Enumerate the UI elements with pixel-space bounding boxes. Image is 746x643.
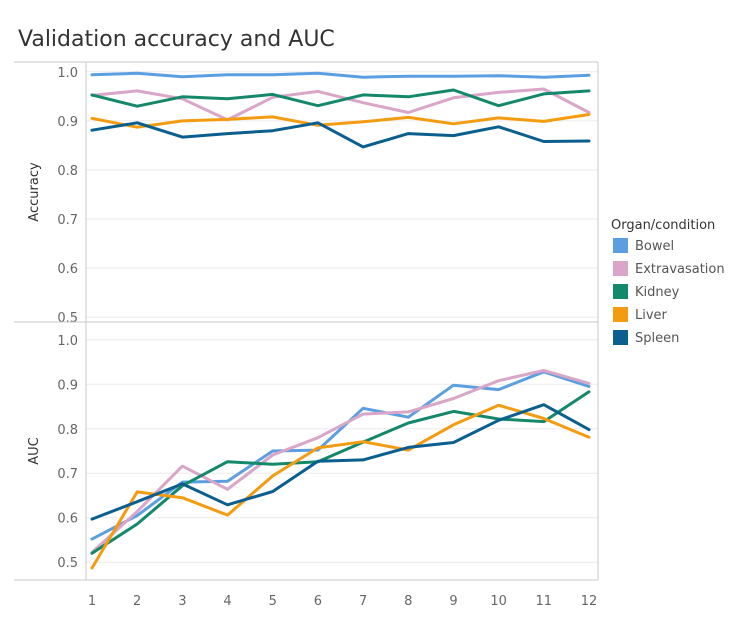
legend-label: Bowel bbox=[635, 239, 674, 254]
series-line-kidney bbox=[90, 390, 591, 555]
chart-title: Validation accuracy and AUC bbox=[18, 27, 335, 52]
y-tick-label: 0.8 bbox=[57, 164, 78, 179]
y-tick-label: 0.9 bbox=[57, 115, 78, 130]
legend-item-extravasation: Extravasation bbox=[613, 261, 725, 277]
x-tick-label: 6 bbox=[314, 594, 322, 609]
legend-swatch bbox=[613, 330, 628, 345]
accuracy-gridlines bbox=[86, 71, 598, 318]
auc-axis-title: AUC bbox=[27, 437, 42, 465]
y-tick-label: 1.0 bbox=[57, 66, 78, 81]
legend-swatch bbox=[613, 284, 628, 299]
legend-item-kidney: Kidney bbox=[613, 284, 680, 300]
legend-label: Liver bbox=[635, 308, 668, 323]
legend-item-liver: Liver bbox=[613, 307, 668, 323]
legend: Organ/condition Bowel Extravasation Kidney… bbox=[611, 218, 725, 346]
y-tick-label: 0.6 bbox=[57, 262, 78, 277]
y-tick-label: 0.9 bbox=[57, 378, 78, 393]
x-tick-label: 11 bbox=[536, 594, 553, 609]
legend-item-bowel: Bowel bbox=[613, 238, 674, 254]
legend-swatch bbox=[613, 307, 628, 322]
x-tick-label: 12 bbox=[581, 594, 598, 609]
accuracy-series bbox=[90, 71, 591, 149]
y-tick-label: 0.7 bbox=[57, 467, 78, 482]
x-tick-label: 1 bbox=[88, 594, 96, 609]
x-tick-label: 3 bbox=[178, 594, 186, 609]
series-line-bowel bbox=[90, 71, 591, 79]
y-tick-label: 0.7 bbox=[57, 213, 78, 228]
x-axis-ticks: 1 2 3 4 5 6 7 8 9 10 11 12 bbox=[88, 594, 597, 609]
auc-series bbox=[90, 369, 591, 570]
series-line-liver bbox=[90, 403, 591, 570]
legend-item-spleen: Spleen bbox=[613, 330, 679, 346]
series-line-extravasation bbox=[90, 87, 591, 122]
x-tick-label: 2 bbox=[133, 594, 141, 609]
x-tick-label: 10 bbox=[490, 594, 507, 609]
legend-label: Kidney bbox=[635, 285, 680, 300]
accuracy-y-ticks: 0.5 0.6 0.7 0.8 0.9 1.0 bbox=[57, 66, 78, 326]
panel-frames bbox=[14, 61, 599, 581]
series-line-spleen bbox=[90, 403, 591, 521]
legend-label: Extravasation bbox=[635, 262, 725, 277]
series-line-extravasation bbox=[90, 369, 591, 554]
accuracy-axis-title: Accuracy bbox=[27, 162, 42, 222]
x-tick-label: 7 bbox=[359, 594, 367, 609]
legend-label: Spleen bbox=[635, 331, 679, 346]
x-tick-label: 4 bbox=[223, 594, 231, 609]
series-line-spleen bbox=[90, 121, 591, 149]
series-line-bowel bbox=[90, 370, 591, 541]
series-line-liver bbox=[90, 113, 591, 129]
legend-entries: Bowel Extravasation Kidney Liver Spleen bbox=[613, 238, 725, 346]
y-tick-label: 1.0 bbox=[57, 334, 78, 349]
y-tick-label: 0.6 bbox=[57, 512, 78, 527]
auc-panel: 0.5 0.6 0.7 0.8 0.9 1.0 AUC bbox=[27, 334, 598, 571]
auc-y-ticks: 0.5 0.6 0.7 0.8 0.9 1.0 bbox=[57, 334, 78, 571]
series-line-kidney bbox=[90, 88, 591, 108]
legend-swatch bbox=[613, 238, 628, 253]
x-tick-label: 9 bbox=[449, 594, 457, 609]
y-tick-label: 0.5 bbox=[57, 311, 78, 326]
y-tick-label: 0.5 bbox=[57, 556, 78, 571]
accuracy-panel: 0.5 0.6 0.7 0.8 0.9 1.0 Accuracy bbox=[27, 66, 598, 326]
x-tick-label: 5 bbox=[269, 594, 277, 609]
y-tick-label: 0.8 bbox=[57, 423, 78, 438]
x-tick-label: 8 bbox=[404, 594, 412, 609]
legend-title: Organ/condition bbox=[611, 218, 715, 233]
legend-swatch bbox=[613, 261, 628, 276]
